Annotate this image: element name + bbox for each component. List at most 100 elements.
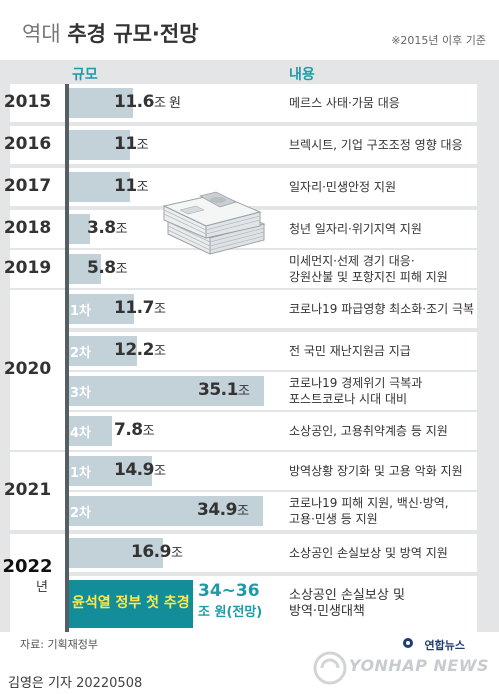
description-line: 청년 일자리·위기지역 지원: [289, 222, 422, 236]
description-line: 방역상황 장기화 및 고용 악화 지원: [289, 464, 463, 478]
description-line: 전 국민 재난지원금 지급: [289, 344, 411, 358]
title-light: 역대: [22, 22, 61, 46]
bar-value-label: 11.7조: [114, 298, 166, 318]
bar-unit: 조: [115, 262, 128, 277]
bar-value-label: 11조: [114, 176, 149, 196]
bar-sub-label: 2차: [70, 346, 92, 361]
bar-value-label: 3.8조: [87, 218, 128, 238]
bar-unit: 조: [236, 504, 249, 519]
row-description: 메르스 사태·가뭄 대응: [289, 95, 400, 111]
row-description: 방역상황 장기화 및 고용 악화 지원: [289, 463, 463, 479]
year-cell: [10, 250, 65, 288]
bar-unit: 조: [153, 344, 166, 359]
bar-value: 14.9: [114, 460, 154, 480]
bar-value: 11.7: [114, 298, 154, 318]
bar-unit: 조: [115, 222, 128, 237]
bar-unit: 조: [136, 138, 149, 153]
bar: [69, 336, 137, 366]
bar-sub-label: 2차: [70, 506, 92, 521]
description-line: 코로나19 경제위기 극복과: [289, 376, 423, 390]
year-cell: [10, 210, 65, 248]
bar: [69, 172, 130, 202]
title-area: 역대 추경 규모·전망 ※2015년 이후 기준: [0, 0, 499, 60]
column-header-size: 규모: [72, 67, 98, 83]
year-suffix: 년: [36, 580, 48, 595]
bar-unit: 조: [142, 424, 155, 439]
description-line: 메르스 사태·가뭄 대응: [289, 96, 400, 110]
byline: 김영은 기자 20220508: [8, 672, 142, 691]
highlight-description: 소상공인 손실보상 및 방역·민생대책: [289, 588, 405, 620]
bar-value-label: 16.9조: [131, 542, 183, 562]
row-description: 청년 일자리·위기지역 지원: [289, 221, 422, 237]
bar-sub-label: 3차: [70, 386, 92, 401]
bar-value-label: 14.9조: [114, 460, 166, 480]
money-stack-icon: [162, 191, 266, 255]
bar: [69, 88, 133, 118]
row-description: 코로나19 파급영향 최소화·조기 극복: [289, 301, 474, 317]
bar: [69, 130, 130, 160]
description-line: 코로나19 피해 지원, 백신·방역,: [289, 496, 449, 510]
highlight-value-unit: 조 원(전망): [198, 605, 263, 620]
year-label: 2019: [3, 258, 52, 278]
row-background: [65, 84, 477, 122]
year-cell: [10, 452, 65, 530]
yonhap-mark-icon: [403, 638, 413, 648]
bar-unit: 조 원: [153, 96, 181, 111]
row-description: 일자리·민생안정 지원: [289, 179, 396, 195]
highlight-bar: [69, 580, 193, 628]
bar-value-label: 5.8조: [87, 258, 128, 278]
axis-line: [65, 84, 69, 632]
year-cell: [10, 534, 65, 632]
row-description: 브렉시트, 기업 구조조정 영향 대응: [289, 137, 463, 153]
row-background: [65, 210, 477, 248]
row-background: [65, 126, 477, 164]
column-header-content: 내용: [289, 67, 315, 83]
row-background: [65, 412, 477, 450]
bar: [69, 538, 163, 568]
bar-value: 35.1: [198, 380, 238, 400]
logo-english: YONHAP NEWS: [348, 656, 489, 675]
description-line: 일자리·민생안정 지원: [289, 180, 396, 194]
row-background: [65, 250, 477, 288]
description-line: 방역·민생대책: [289, 604, 365, 619]
bar-value-label: 7.8조: [114, 420, 155, 440]
highlight-label: 윤석열 정부 첫 추경: [72, 595, 190, 611]
row-description: 미세먼지·선제 경기 대응· 강원산불 및 포항지진 피해 지원: [289, 253, 448, 285]
bar: [69, 214, 90, 244]
year-label: 2022: [2, 556, 53, 577]
bar-unit: 조: [136, 180, 149, 195]
bar-value: 34.9: [197, 500, 237, 520]
description-line: 미세먼지·선제 경기 대응·: [289, 254, 415, 268]
bar-value-label: 11.6조 원: [114, 92, 181, 112]
highlight-value: 34~36 조 원(전망): [198, 581, 263, 620]
year-cell: [10, 290, 65, 450]
chart-note: ※2015년 이후 기준: [391, 34, 486, 47]
description-line: 소상공인, 고용취약계층 등 지원: [289, 424, 448, 438]
description-line: 소상공인 손실보상 및: [289, 588, 405, 603]
description-line: 포스트코로나 시대 대비: [289, 392, 408, 406]
year-label: 2017: [3, 176, 52, 196]
yonhap-logo-icon: [313, 651, 347, 685]
bar: [69, 456, 152, 486]
row-description: 소상공인 손실보상 및 방역 지원: [289, 545, 448, 561]
year-label: 2016: [3, 134, 52, 154]
year-cell: [10, 126, 65, 164]
bar: [69, 294, 134, 324]
description-line: 고용·민생 등 지원: [289, 512, 378, 526]
bar-sub-label: 4차: [70, 426, 92, 441]
bar: [69, 496, 263, 526]
bar-unit: 조: [237, 384, 250, 399]
bar-value: 11: [114, 134, 137, 154]
bar: [69, 416, 112, 446]
bar-value-label: 11조: [114, 134, 149, 154]
bar-value-label: 35.1조: [198, 380, 250, 400]
bar-value: 3.8: [87, 218, 116, 238]
year-label: 2015: [3, 92, 52, 112]
bar-sub-label: 1차: [70, 466, 92, 481]
bar-unit: 조: [170, 546, 183, 561]
row-description: 코로나19 피해 지원, 백신·방역, 고용·민생 등 지원: [289, 495, 449, 527]
bar-value: 5.8: [87, 258, 116, 278]
bar-unit: 조: [153, 302, 166, 317]
row-description: 전 국민 재난지원금 지급: [289, 343, 411, 359]
